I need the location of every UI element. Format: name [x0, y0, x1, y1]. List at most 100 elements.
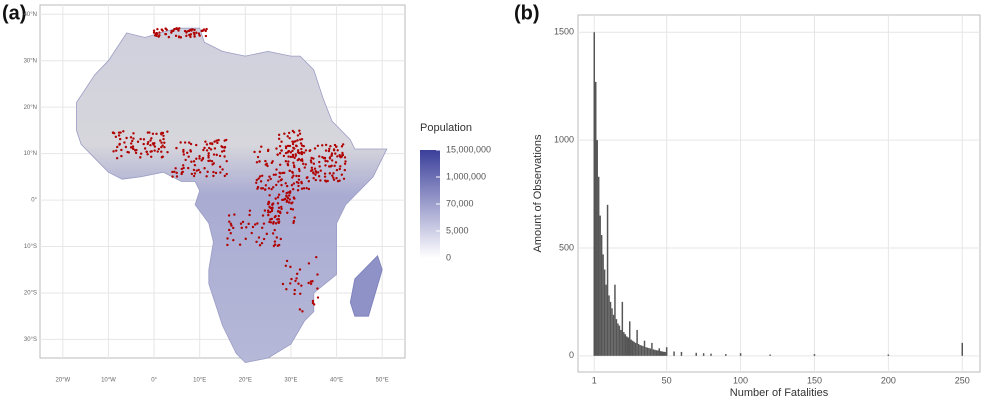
- event-dot: [193, 172, 197, 175]
- event-dot: [332, 148, 336, 151]
- event-dot: [300, 182, 303, 185]
- event-dot: [129, 146, 133, 149]
- event-dot: [297, 178, 301, 181]
- bar: [594, 81, 597, 356]
- event-dot: [163, 141, 166, 144]
- event-dot: [267, 211, 270, 214]
- event-dot: [232, 226, 235, 230]
- event-dot: [267, 213, 270, 217]
- event-dot: [328, 156, 332, 159]
- event-dot: [312, 172, 315, 175]
- event-dot: [187, 29, 190, 33]
- event-dot: [279, 211, 282, 215]
- event-dot: [287, 160, 290, 163]
- event-dot: [171, 170, 174, 174]
- event-dot: [286, 135, 289, 138]
- event-dot: [334, 152, 337, 155]
- event-dot: [269, 210, 272, 214]
- event-dot: [293, 156, 296, 160]
- event-dot: [192, 160, 196, 163]
- bar: [739, 353, 742, 356]
- event-dot: [175, 175, 179, 178]
- event-dot: [161, 144, 164, 147]
- event-dot: [131, 147, 135, 150]
- event-dot: [307, 187, 311, 191]
- event-dot: [132, 137, 135, 140]
- bar: [661, 351, 663, 356]
- event-dot: [182, 148, 185, 152]
- event-dot: [294, 153, 297, 156]
- event-dot: [216, 141, 219, 145]
- event-dot: [293, 288, 296, 292]
- event-dot: [276, 153, 279, 156]
- event-dot: [227, 214, 231, 217]
- event-dot: [316, 287, 319, 290]
- event-dot: [307, 281, 310, 285]
- event-dot: [302, 162, 305, 166]
- event-dot: [219, 171, 222, 174]
- event-dot: [324, 164, 327, 167]
- legend-label: 70,000: [446, 198, 474, 208]
- event-dot: [341, 143, 345, 146]
- event-dot: [340, 155, 343, 158]
- event-dot: [277, 243, 281, 247]
- event-dot: [291, 176, 294, 179]
- event-dot: [275, 168, 278, 171]
- event-dot: [289, 207, 293, 211]
- event-dot: [193, 163, 197, 167]
- event-dot: [149, 150, 152, 153]
- event-dot: [281, 282, 285, 286]
- event-dot: [112, 150, 115, 153]
- event-dot: [258, 150, 262, 153]
- event-dot: [287, 191, 290, 194]
- event-dot: [280, 140, 283, 143]
- event-dot: [178, 27, 181, 30]
- event-dot: [338, 167, 341, 171]
- event-dot: [310, 166, 314, 169]
- bar: [769, 354, 771, 356]
- event-dot: [280, 207, 283, 211]
- bar: [624, 334, 627, 356]
- event-dot: [263, 188, 267, 191]
- event-dot: [253, 150, 256, 154]
- event-dot: [287, 155, 290, 158]
- bar: [599, 215, 601, 356]
- event-dot: [220, 145, 223, 148]
- event-dot: [173, 170, 176, 174]
- event-dot: [324, 143, 328, 147]
- event-dot: [279, 237, 282, 241]
- event-dot: [294, 279, 297, 283]
- event-dot: [195, 169, 198, 172]
- event-dot: [298, 308, 302, 311]
- event-dot: [274, 214, 277, 218]
- event-dot: [257, 236, 261, 239]
- event-dot: [264, 184, 268, 187]
- event-dot: [291, 171, 294, 174]
- x-tick-label: 150: [807, 375, 822, 385]
- event-dot: [228, 220, 231, 223]
- bar: [633, 341, 635, 356]
- event-dot: [281, 190, 285, 193]
- event-dot: [210, 159, 214, 163]
- event-dot: [324, 149, 328, 152]
- event-dot: [273, 228, 276, 232]
- event-dot: [215, 139, 218, 142]
- event-dot: [131, 139, 134, 143]
- bar: [617, 323, 619, 356]
- event-dot: [156, 27, 159, 31]
- event-dot: [164, 32, 168, 36]
- bar: [640, 345, 643, 356]
- event-dot: [268, 205, 271, 209]
- event-dot: [295, 272, 299, 276]
- event-dot: [266, 179, 270, 182]
- bar: [623, 332, 625, 356]
- event-dot: [260, 174, 264, 177]
- event-dot: [312, 176, 315, 180]
- event-dot: [198, 154, 201, 158]
- event-dot: [309, 159, 313, 162]
- bar: [612, 314, 615, 356]
- event-dot: [277, 180, 280, 183]
- event-dot: [282, 154, 286, 158]
- event-dot: [293, 292, 296, 296]
- event-dot: [285, 259, 289, 263]
